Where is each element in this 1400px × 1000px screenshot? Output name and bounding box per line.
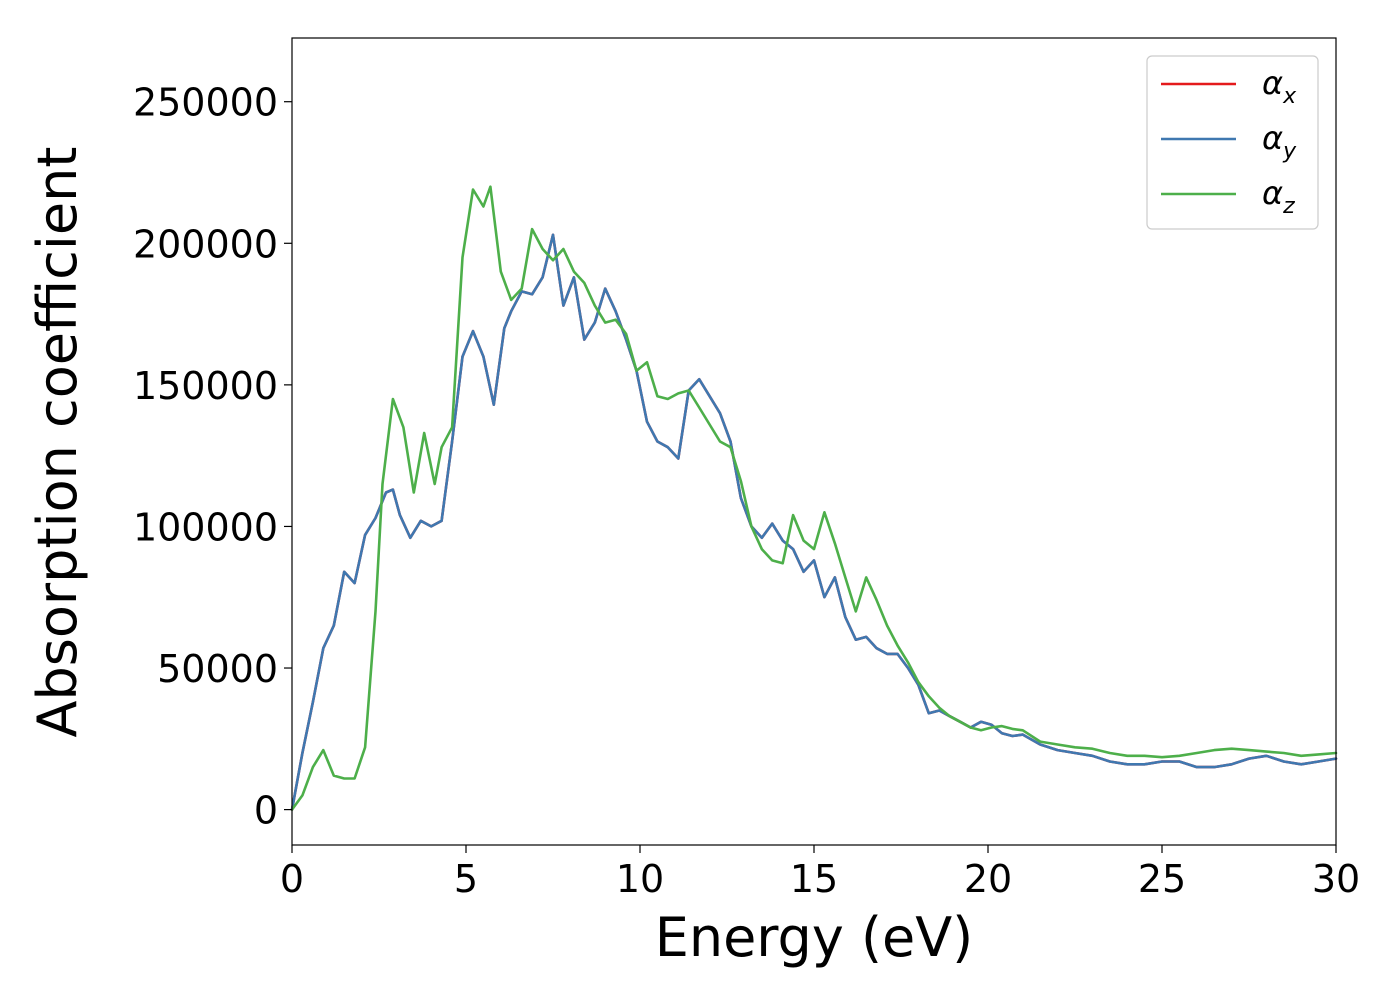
series-line-alpha-x [290,233,1338,811]
y-tick-label: 50000 [157,647,278,691]
x-tick-label: 25 [1138,857,1186,901]
y-tick-label: 100000 [133,505,278,549]
x-tick-label: 30 [1312,857,1360,901]
y-tick-label: 150000 [133,364,278,408]
y-tick-label: 200000 [133,222,278,266]
series-line-alpha-z [290,185,1338,811]
legend-box [1146,55,1319,230]
x-axis-label: Energy (eV) [655,906,974,969]
y-axis-ticks: 0 50000 100000 150000 200000 250000 [133,81,292,833]
series-line-alpha-y [290,233,1338,811]
x-axis-ticks: 0 5 10 15 20 25 30 [280,845,1360,901]
x-tick-label: 0 [280,857,304,901]
y-axis-label: Absorption coefficient [26,147,89,738]
legend-label-alpha-z: αz [1262,174,1295,219]
series-layer [290,185,1338,811]
y-tick-label: 250000 [133,81,278,125]
legend-label-alpha-x: αx [1262,64,1297,109]
x-tick-label: 15 [790,857,838,901]
x-tick-label: 5 [454,857,478,901]
legend: αx αy αz [1146,55,1319,230]
x-tick-label: 20 [964,857,1012,901]
x-tick-label: 10 [616,857,664,901]
legend-label-alpha-y: αy [1262,119,1297,164]
y-tick-label: 0 [254,789,278,833]
